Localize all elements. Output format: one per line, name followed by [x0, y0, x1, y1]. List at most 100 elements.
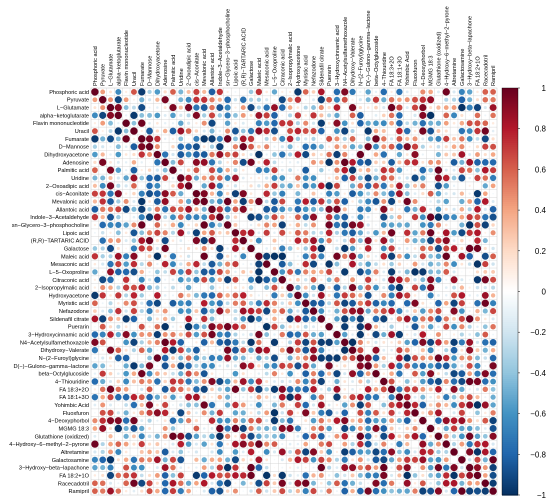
correlation-cell	[178, 371, 184, 377]
correlation-cell	[302, 237, 309, 244]
correlation-cell	[450, 425, 458, 432]
correlation-cell	[124, 239, 128, 243]
correlation-cell	[443, 316, 449, 322]
correlation-cell	[333, 96, 340, 103]
correlation-cell	[489, 205, 497, 213]
correlation-cell	[343, 388, 347, 391]
correlation-cell	[429, 105, 433, 110]
correlation-cell	[248, 198, 254, 205]
correlation-cell	[358, 293, 363, 298]
correlation-cell	[172, 200, 174, 203]
correlation-cell	[194, 457, 199, 462]
correlation-cell	[435, 386, 442, 393]
correlation-cell	[138, 151, 145, 158]
correlation-cell	[305, 396, 307, 398]
correlation-cell	[288, 231, 292, 235]
correlation-cell	[255, 276, 263, 284]
correlation-cell	[481, 159, 489, 166]
correlation-cell	[489, 424, 497, 432]
correlation-cell	[130, 260, 138, 268]
correlation-cell	[225, 254, 230, 258]
correlation-cell	[380, 488, 387, 494]
correlation-cell	[263, 120, 270, 127]
correlation-cell	[459, 159, 465, 165]
correlation-cell	[234, 254, 237, 258]
correlation-cell	[442, 88, 450, 96]
correlation-cell	[450, 158, 458, 166]
correlation-cell	[280, 145, 284, 149]
correlation-cell	[374, 278, 378, 282]
correlation-cell	[107, 213, 114, 221]
correlation-cell	[226, 286, 229, 289]
correlation-cell	[434, 182, 442, 190]
correlation-cell	[131, 206, 137, 212]
correlation-cell	[334, 300, 340, 307]
correlation-cell	[161, 362, 169, 370]
correlation-cell	[458, 292, 466, 299]
correlation-cell	[320, 278, 323, 282]
correlation-cell	[427, 127, 435, 135]
correlation-cell	[288, 450, 293, 454]
color-bar-segment	[502, 153, 518, 156]
correlation-cell	[312, 325, 315, 329]
correlation-cell	[465, 463, 474, 472]
correlation-cell	[351, 215, 354, 219]
correlation-cell	[365, 371, 371, 377]
column-label: Nefazodone	[312, 56, 318, 86]
correlation-cell	[420, 355, 426, 361]
correlation-cell	[101, 309, 105, 313]
row-label: Dihydroxy−Valerate	[40, 348, 89, 354]
correlation-cell	[411, 362, 419, 369]
correlation-cell	[123, 472, 130, 479]
correlation-cell	[374, 262, 378, 267]
correlation-cell	[279, 308, 286, 314]
correlation-cell	[310, 253, 317, 260]
correlation-cell	[101, 356, 105, 360]
correlation-cell	[452, 207, 456, 211]
row-label: 3−Hydroxycinnamic acid	[28, 333, 89, 339]
correlation-cell	[255, 167, 263, 174]
color-bar-segment	[502, 429, 518, 433]
correlation-cell	[302, 401, 310, 409]
correlation-cell	[482, 331, 489, 338]
correlation-cell	[108, 285, 113, 290]
correlation-cell	[170, 214, 176, 221]
correlation-cell	[93, 223, 97, 227]
correlation-cell	[412, 261, 418, 267]
correlation-cell	[459, 214, 465, 220]
correlation-cell	[373, 308, 379, 314]
correlation-cell	[241, 333, 245, 336]
correlation-cell	[349, 229, 356, 237]
correlation-cell	[428, 355, 434, 361]
correlation-cell	[310, 488, 317, 495]
correlation-cell	[364, 354, 372, 362]
correlation-cell	[390, 466, 393, 469]
correlation-cell	[341, 346, 349, 354]
correlation-cell	[208, 88, 216, 96]
correlation-cell	[145, 236, 154, 245]
correlation-cell	[403, 417, 411, 424]
correlation-cell	[272, 450, 277, 454]
correlation-cell	[302, 370, 310, 378]
correlation-cell	[146, 488, 153, 495]
correlation-cell	[140, 301, 144, 305]
color-bar-segment	[502, 159, 518, 162]
correlation-cell	[115, 347, 122, 354]
correlation-cell	[334, 473, 340, 478]
correlation-cell	[458, 487, 466, 495]
correlation-cell	[436, 144, 441, 149]
correlation-cell	[397, 247, 401, 250]
correlation-cell	[357, 418, 363, 424]
correlation-cell	[155, 309, 160, 313]
correlation-cell	[250, 169, 252, 171]
correlation-cell	[372, 424, 380, 433]
correlation-cell	[381, 97, 387, 103]
correlation-cell	[319, 269, 324, 275]
correlation-cell	[489, 213, 497, 221]
correlation-cell	[381, 129, 386, 134]
correlation-cell	[304, 192, 307, 195]
correlation-cell	[364, 127, 372, 135]
correlation-cell	[403, 464, 411, 472]
correlation-cell	[373, 229, 379, 236]
correlation-cell	[109, 153, 112, 156]
